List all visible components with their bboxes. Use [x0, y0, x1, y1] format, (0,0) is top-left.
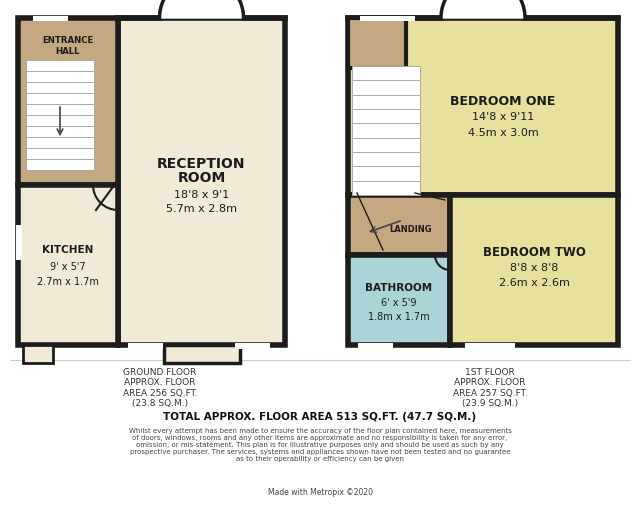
Bar	[16, 225, 22, 260]
Text: 1ST FLOOR
APPROX. FLOOR
AREA 257 SQ.FT.
(23.9 SQ.M.): 1ST FLOOR APPROX. FLOOR AREA 257 SQ.FT. …	[452, 368, 527, 408]
Bar	[352, 152, 420, 166]
Text: 14'8 x 9'11: 14'8 x 9'11	[472, 113, 534, 122]
Bar	[352, 109, 420, 123]
Text: Whilst every attempt has been made to ensure the accuracy of the floor plan cont: Whilst every attempt has been made to en…	[129, 428, 511, 462]
Text: ENTRANCE
HALL: ENTRANCE HALL	[42, 36, 93, 56]
Text: KITCHEN: KITCHEN	[42, 245, 93, 255]
Bar	[352, 138, 420, 152]
Bar	[26, 93, 94, 104]
Bar	[26, 71, 94, 82]
Bar	[450, 195, 618, 345]
Bar	[128, 343, 163, 349]
Text: ROOM: ROOM	[177, 171, 226, 185]
Bar	[18, 18, 118, 185]
Bar	[348, 195, 450, 255]
Text: TOTAL APPROX. FLOOR AREA 513 SQ.FT. (47.7 SQ.M.): TOTAL APPROX. FLOOR AREA 513 SQ.FT. (47.…	[163, 412, 477, 422]
Text: 18'8 x 9'1: 18'8 x 9'1	[174, 191, 229, 201]
Text: BEDROOM TWO: BEDROOM TWO	[483, 245, 586, 258]
Bar	[163, 345, 239, 363]
Bar	[23, 345, 53, 363]
Bar	[352, 66, 420, 80]
Text: GROUND FLOOR
APPROX. FLOOR
AREA 256 SQ.FT.
(23.8 SQ.M.): GROUND FLOOR APPROX. FLOOR AREA 256 SQ.F…	[123, 368, 197, 408]
Bar	[26, 115, 94, 126]
Bar	[358, 343, 393, 348]
Text: Made with Metropix ©2020: Made with Metropix ©2020	[268, 488, 372, 497]
Bar	[352, 95, 420, 109]
Text: 5.7m x 2.8m: 5.7m x 2.8m	[166, 205, 237, 215]
Text: 2.6m x 2.6m: 2.6m x 2.6m	[499, 278, 570, 288]
Text: RECEPTION: RECEPTION	[157, 156, 246, 170]
Text: 8'8 x 8'8: 8'8 x 8'8	[510, 263, 558, 273]
Bar	[26, 137, 94, 148]
Bar	[33, 16, 68, 21]
Bar	[352, 123, 420, 138]
Bar	[26, 159, 94, 170]
Polygon shape	[441, 0, 525, 18]
Bar	[235, 343, 270, 349]
Bar	[348, 18, 618, 195]
Bar	[352, 166, 420, 181]
Bar	[352, 80, 420, 95]
Bar	[118, 18, 285, 345]
Polygon shape	[159, 0, 243, 18]
Bar	[26, 60, 94, 71]
Text: LANDING: LANDING	[390, 226, 432, 234]
Bar	[465, 343, 515, 348]
Text: 1.8m x 1.7m: 1.8m x 1.7m	[368, 312, 430, 322]
Bar	[352, 181, 420, 195]
Bar	[348, 255, 450, 345]
Bar	[18, 185, 118, 345]
Bar	[360, 16, 415, 21]
Text: 2.7m x 1.7m: 2.7m x 1.7m	[37, 277, 99, 287]
Text: BEDROOM ONE: BEDROOM ONE	[451, 95, 556, 108]
Bar	[26, 82, 94, 93]
Bar	[26, 126, 94, 137]
Text: 4.5m x 3.0m: 4.5m x 3.0m	[468, 128, 538, 138]
Text: 9' x 5'7: 9' x 5'7	[50, 262, 86, 272]
Text: 6' x 5'9: 6' x 5'9	[381, 298, 417, 308]
Bar	[26, 104, 94, 115]
Text: BATHROOM: BATHROOM	[365, 283, 433, 293]
Bar	[348, 18, 406, 68]
Bar	[26, 148, 94, 159]
